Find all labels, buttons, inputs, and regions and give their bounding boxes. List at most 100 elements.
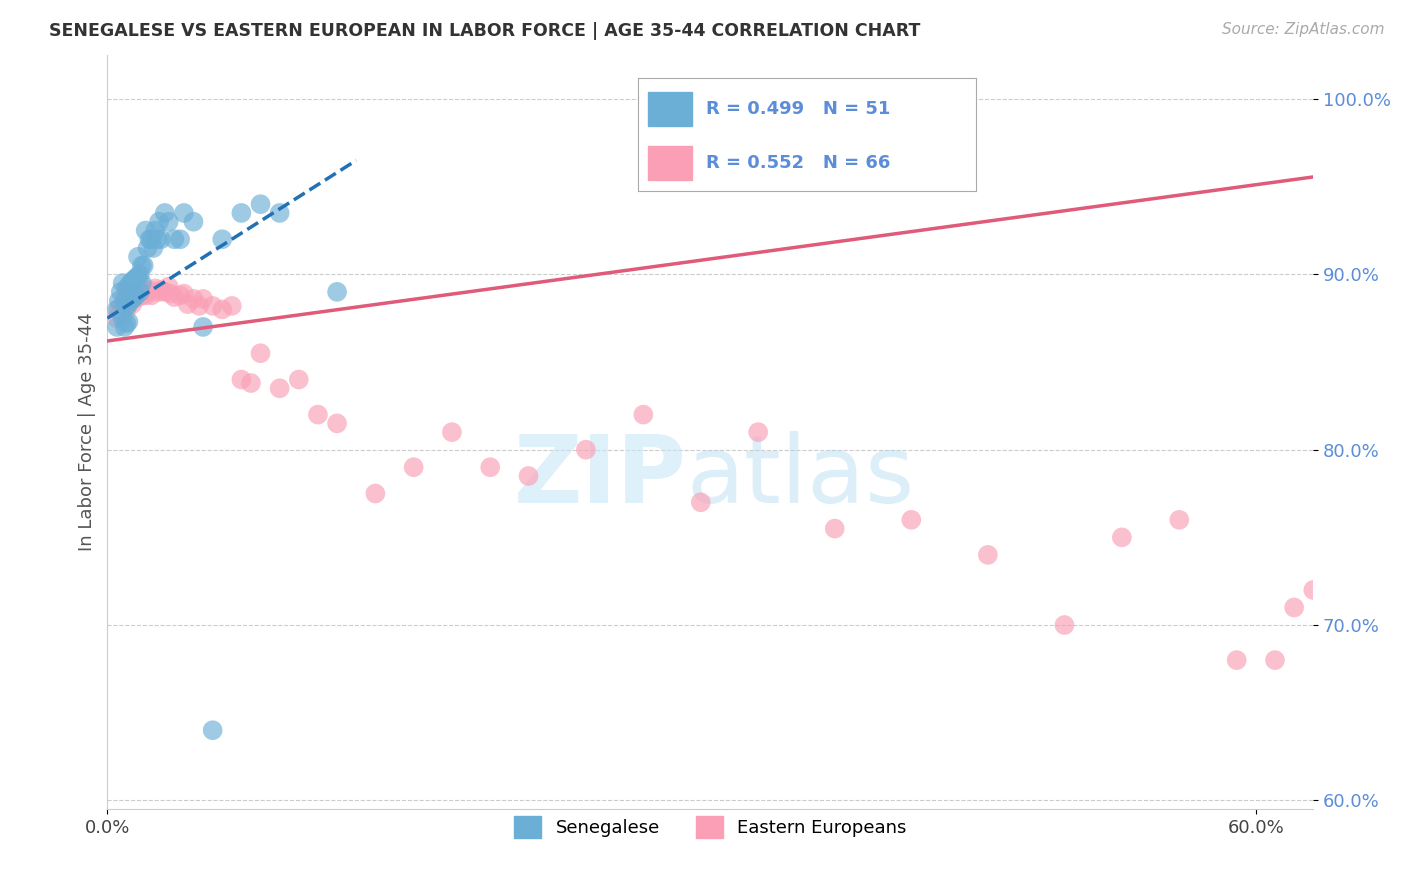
Point	[1264, 653, 1286, 667]
Point	[163, 232, 186, 246]
Point	[120, 293, 142, 308]
Point	[121, 292, 143, 306]
Point	[110, 285, 132, 299]
Point	[135, 223, 157, 237]
Point	[129, 285, 152, 299]
Point	[1302, 582, 1324, 597]
Point	[211, 232, 233, 246]
Point	[231, 372, 253, 386]
Point	[131, 259, 153, 273]
Point	[135, 288, 157, 302]
Point	[111, 276, 134, 290]
Point	[326, 417, 349, 431]
Point	[111, 299, 134, 313]
Point	[183, 292, 205, 306]
Point	[1360, 688, 1382, 702]
Point	[169, 288, 191, 302]
Point	[120, 293, 142, 308]
Point	[153, 206, 176, 220]
Point	[479, 460, 502, 475]
Point	[125, 288, 148, 302]
Point	[122, 290, 145, 304]
Point	[122, 272, 145, 286]
Point	[125, 270, 148, 285]
Point	[108, 293, 131, 308]
Point	[117, 315, 139, 329]
Point	[129, 268, 152, 282]
Point	[131, 276, 153, 290]
Point	[177, 297, 200, 311]
Point	[115, 302, 138, 317]
Point	[249, 346, 271, 360]
Point	[117, 279, 139, 293]
Point	[159, 286, 181, 301]
Point	[115, 285, 138, 299]
Point	[173, 286, 195, 301]
Point	[138, 232, 160, 246]
Point	[105, 311, 128, 326]
Point	[201, 723, 224, 738]
Point	[239, 376, 262, 390]
Point	[141, 232, 163, 246]
Point	[114, 293, 136, 308]
Point	[249, 197, 271, 211]
Point	[132, 259, 155, 273]
Point	[110, 306, 132, 320]
Point	[188, 299, 211, 313]
Point	[163, 290, 186, 304]
Point	[231, 206, 253, 220]
Point	[114, 293, 136, 308]
Point	[121, 274, 143, 288]
Point	[143, 281, 166, 295]
Point	[1168, 513, 1191, 527]
Point	[1282, 600, 1305, 615]
Point	[307, 408, 329, 422]
Point	[142, 241, 165, 255]
Point	[143, 223, 166, 237]
Point	[131, 288, 153, 302]
Point	[157, 215, 180, 229]
Point	[136, 285, 159, 299]
Point	[125, 286, 148, 301]
Point	[138, 283, 160, 297]
Point	[148, 285, 170, 299]
Point	[173, 206, 195, 220]
Point	[1340, 671, 1362, 685]
Point	[326, 285, 349, 299]
Point	[121, 297, 143, 311]
Point	[120, 276, 142, 290]
Point	[169, 232, 191, 246]
Point	[114, 320, 136, 334]
Point	[149, 232, 172, 246]
Text: Source: ZipAtlas.com: Source: ZipAtlas.com	[1222, 22, 1385, 37]
Point	[440, 425, 463, 439]
Point	[288, 372, 311, 386]
Point	[1111, 530, 1133, 544]
Point	[1053, 618, 1076, 632]
Point	[115, 317, 138, 331]
Point	[183, 215, 205, 229]
Point	[517, 469, 540, 483]
Legend: Senegalese, Eastern Europeans: Senegalese, Eastern Europeans	[506, 809, 914, 846]
Point	[1322, 618, 1344, 632]
Point	[633, 408, 655, 422]
Point	[148, 215, 170, 229]
Y-axis label: In Labor Force | Age 35-44: In Labor Force | Age 35-44	[79, 313, 96, 551]
Point	[115, 281, 138, 295]
Point	[141, 288, 163, 302]
Point	[900, 513, 922, 527]
Point	[149, 283, 172, 297]
Point	[105, 320, 128, 334]
Text: atlas: atlas	[686, 432, 914, 524]
Point	[191, 320, 214, 334]
Point	[108, 302, 131, 317]
Text: SENEGALESE VS EASTERN EUROPEAN IN LABOR FORCE | AGE 35-44 CORRELATION CHART: SENEGALESE VS EASTERN EUROPEAN IN LABOR …	[49, 22, 921, 40]
Point	[122, 292, 145, 306]
Point	[117, 288, 139, 302]
Point	[211, 302, 233, 317]
Point	[575, 442, 598, 457]
Point	[364, 486, 387, 500]
Point	[157, 279, 180, 293]
Point	[824, 522, 846, 536]
Point	[201, 299, 224, 313]
